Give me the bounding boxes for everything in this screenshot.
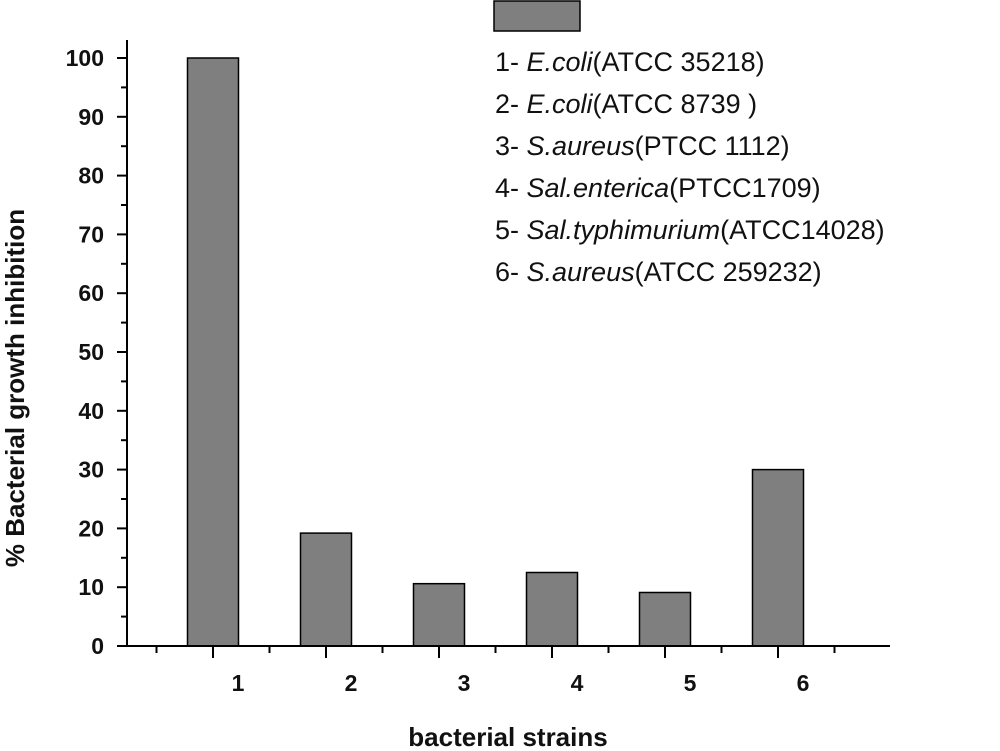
x-tick-label: 1: [232, 670, 245, 696]
x-tick-label: 5: [684, 670, 697, 696]
bar-1: [186, 57, 240, 647]
y-axis-label: % Bacterial growth inhibition: [0, 209, 30, 567]
bar-6: [751, 468, 805, 647]
y-tick-label: 30: [78, 457, 104, 483]
y-tick-label: 90: [78, 104, 104, 130]
bar-3: [412, 582, 466, 647]
y-ticks-group: 0 10 20 30 40 50 60 70 80 90 100: [66, 45, 127, 659]
legend-swatch: [493, 0, 581, 32]
y-tick-label: 70: [78, 221, 104, 247]
legend: 1- E.coli(ATCC 35218) 2- E.coli(ATCC 8739…: [493, 0, 885, 287]
y-tick-label: 0: [91, 633, 104, 659]
y-tick-label: 80: [78, 163, 104, 189]
x-axis-label: bacterial strains: [408, 722, 607, 751]
x-ticks-group: 1 2 3 4 5 6: [155, 646, 836, 696]
bar-4: [525, 571, 579, 647]
legend-entry: 4- Sal.enterica(PTCC1709): [495, 173, 821, 203]
y-tick-label: 40: [78, 398, 104, 424]
x-tick-label: 6: [797, 670, 810, 696]
legend-entry: 6- S.aureus(ATCC 259232): [495, 257, 822, 287]
y-tick-label: 100: [66, 45, 104, 71]
y-tick-label: 60: [78, 280, 104, 306]
legend-entry: 2- E.coli(ATCC 8739 ): [495, 89, 757, 119]
y-tick-label: 10: [78, 574, 104, 600]
bar-2: [299, 532, 353, 647]
legend-entry: 3- S.aureus(PTCC 1112): [495, 131, 790, 161]
legend-entry: 5- Sal.typhimurium(ATCC14028): [495, 215, 885, 245]
bar-5: [638, 591, 692, 647]
x-tick-label: 3: [458, 670, 471, 696]
y-tick-label: 20: [78, 515, 104, 541]
axes-group: [126, 40, 890, 647]
bars-group: [186, 57, 805, 647]
y-tick-label: 50: [78, 339, 104, 365]
x-tick-label: 4: [571, 670, 584, 696]
x-tick-label: 2: [345, 670, 358, 696]
legend-entry: 1- E.coli(ATCC 35218): [495, 47, 765, 77]
